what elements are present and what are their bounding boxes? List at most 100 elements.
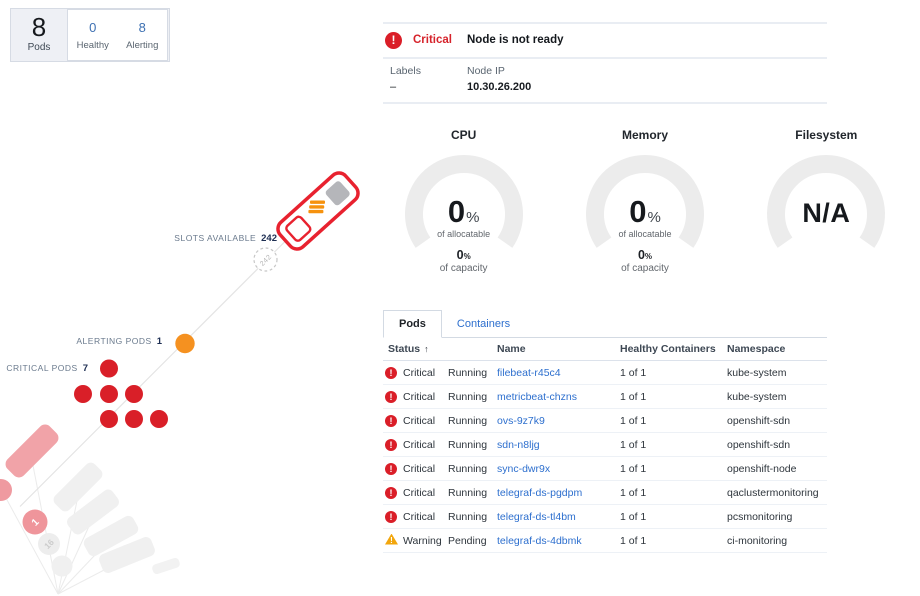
pod-name-link[interactable]: filebeat-r45c4 — [497, 366, 561, 379]
topology-svg: 1 16 242 — [0, 169, 361, 595]
gauge-memory-secondary: 0% — [637, 248, 653, 262]
pod-name-link[interactable]: telegraf-ds-pgdpm — [497, 486, 583, 499]
pod-state: Running — [448, 414, 488, 427]
pod-row[interactable]: Critical Running filebeat-r45c4 1 of 1 k… — [383, 361, 827, 385]
sibling-node-faded — [53, 462, 103, 512]
severity-icon — [385, 462, 397, 475]
column-header-healthy-containers[interactable]: Healthy Containers — [620, 343, 716, 355]
gauge-filesystem-value: N/A — [802, 198, 851, 228]
critical-pods-text: CRITICAL PODS — [6, 363, 78, 373]
pod-name-link[interactable]: sdn-n8ljg — [497, 438, 540, 451]
critical-pod-dot[interactable] — [150, 410, 168, 428]
pod-state: Running — [448, 390, 488, 403]
labels-value: – — [390, 81, 397, 93]
alerting-stat[interactable]: 8 Alerting — [118, 10, 168, 60]
pod-name-cell: filebeat-r45c4 — [497, 367, 620, 379]
slots-available-text: SLOTS AVAILABLE — [174, 233, 257, 243]
pod-state: Running — [448, 486, 488, 499]
divider — [383, 22, 827, 24]
gauge-memory-caption: of allocatable — [618, 229, 672, 239]
pod-name-link[interactable]: telegraf-ds-4dbmk — [497, 534, 582, 547]
node-card-orange-bars — [308, 200, 325, 214]
severity-icon-cell — [385, 414, 403, 427]
node-card[interactable] — [274, 169, 361, 252]
pod-severity: Critical — [403, 366, 436, 379]
critical-pods-value: 7 — [82, 363, 88, 374]
tab-containers[interactable]: Containers — [442, 310, 525, 337]
node-info-panel: Critical Node is not ready Labels – Node… — [383, 0, 827, 596]
alerting-label: Alerting — [126, 40, 159, 51]
severity-icon-cell — [385, 390, 403, 403]
node-card-empty-slot — [285, 215, 312, 242]
gauge-arc — [586, 155, 704, 248]
sibling-node-alerting — [5, 424, 59, 478]
pod-state: Pending — [448, 534, 487, 547]
gauge-memory-title: Memory — [621, 128, 668, 142]
pods-total-label: Pods — [27, 42, 51, 53]
topology-viz: 1 16 242 — [0, 0, 380, 596]
node-ip-detail: Node IP 10.30.26.200 — [467, 65, 531, 93]
pod-healthy-containers: 1 of 1 — [620, 414, 647, 427]
pods-breakdown: 0 Healthy 8 Alerting — [67, 9, 168, 61]
gauge-cpu: CPU 0% of allocatable 0% of capacity — [373, 120, 554, 298]
sibling-node-faded — [67, 489, 119, 535]
pod-name-link[interactable]: metricbeat-chzns — [497, 390, 577, 403]
slots-ring[interactable]: 242 — [253, 247, 278, 272]
critical-pod-dot[interactable] — [74, 385, 92, 403]
critical-pod-dot[interactable] — [125, 410, 143, 428]
healthy-stat[interactable]: 0 Healthy — [68, 10, 118, 60]
alerting-pods-label: ALERTING PODS 1 — [76, 336, 162, 347]
pod-name-cell: metricbeat-chzns — [497, 391, 620, 403]
pod-name-cell: telegraf-ds-pgdpm — [497, 487, 620, 499]
gauge-cpu-title: CPU — [450, 128, 477, 142]
pod-name-link[interactable]: telegraf-ds-tl4bm — [497, 510, 576, 523]
pod-severity: Critical — [403, 414, 436, 427]
slots-available-label: SLOTS AVAILABLE 242 — [174, 233, 277, 244]
critical-pod-dots — [74, 359, 168, 428]
pods-summary-card[interactable]: 8 Pods 0 Healthy 8 Alerting — [10, 8, 170, 62]
sort-ascending-icon: ↑ — [424, 344, 429, 354]
tab-bar: Pods Containers — [383, 310, 827, 338]
pod-namespace: qaclustermonitoring — [727, 486, 819, 499]
pod-name-link[interactable]: sync-dwr9x — [497, 462, 551, 475]
pod-state: Running — [448, 510, 488, 523]
pod-count-badge-gray[interactable]: 16 — [38, 533, 60, 555]
pod-row[interactable]: Critical Running metricbeat-chzns 1 of 1… — [383, 385, 827, 409]
divider — [383, 57, 827, 59]
alerting-pod-dot[interactable] — [175, 333, 195, 354]
pod-name-link[interactable]: ovs-9z7k9 — [497, 414, 545, 427]
column-header-name[interactable]: Name — [497, 343, 526, 355]
tab-pods[interactable]: Pods — [383, 310, 442, 338]
critical-pod-dot[interactable] — [125, 385, 143, 403]
pod-severity: Critical — [403, 462, 436, 475]
healthy-count: 0 — [89, 20, 97, 35]
pod-row[interactable]: Critical Running sdn-n8ljg 1 of 1 opensh… — [383, 433, 827, 457]
gauge-cpu-secondary-caption: of capacity — [439, 263, 488, 274]
severity-icon — [385, 438, 397, 451]
pod-row[interactable]: Warning Pending telegraf-ds-4dbmk 1 of 1… — [383, 529, 827, 553]
critical-pod-dot[interactable] — [100, 410, 118, 428]
pod-healthy-containers: 1 of 1 — [620, 510, 647, 523]
gauge-cpu-caption: of allocatable — [437, 229, 491, 239]
pod-state: Running — [448, 366, 488, 379]
pod-severity: Critical — [403, 486, 436, 499]
pod-row[interactable]: Critical Running ovs-9z7k9 1 of 1 opensh… — [383, 409, 827, 433]
pod-healthy-containers: 1 of 1 — [620, 438, 647, 451]
pod-name-cell: sync-dwr9x — [497, 463, 620, 475]
critical-pod-dot[interactable] — [100, 385, 118, 403]
critical-pod-dot[interactable] — [100, 359, 118, 378]
pod-count-badge-pink[interactable]: 1 — [22, 509, 48, 535]
pod-row[interactable]: Critical Running telegraf-ds-tl4bm 1 of … — [383, 505, 827, 529]
pod-row[interactable]: Critical Running sync-dwr9x 1 of 1 opens… — [383, 457, 827, 481]
severity-icon-cell — [385, 533, 403, 548]
severity-icon-cell — [385, 510, 403, 523]
pods-total: 8 Pods — [11, 9, 67, 61]
column-header-status[interactable]: Status ↑ — [388, 343, 429, 355]
pod-namespace: kube-system — [727, 366, 787, 379]
column-header-namespace[interactable]: Namespace — [727, 343, 786, 355]
pod-row[interactable]: Critical Running telegraf-ds-pgdpm 1 of … — [383, 481, 827, 505]
severity-icon — [385, 510, 397, 523]
pod-namespace: openshift-sdn — [727, 438, 791, 451]
node-ip-value: 10.30.26.200 — [467, 81, 532, 93]
